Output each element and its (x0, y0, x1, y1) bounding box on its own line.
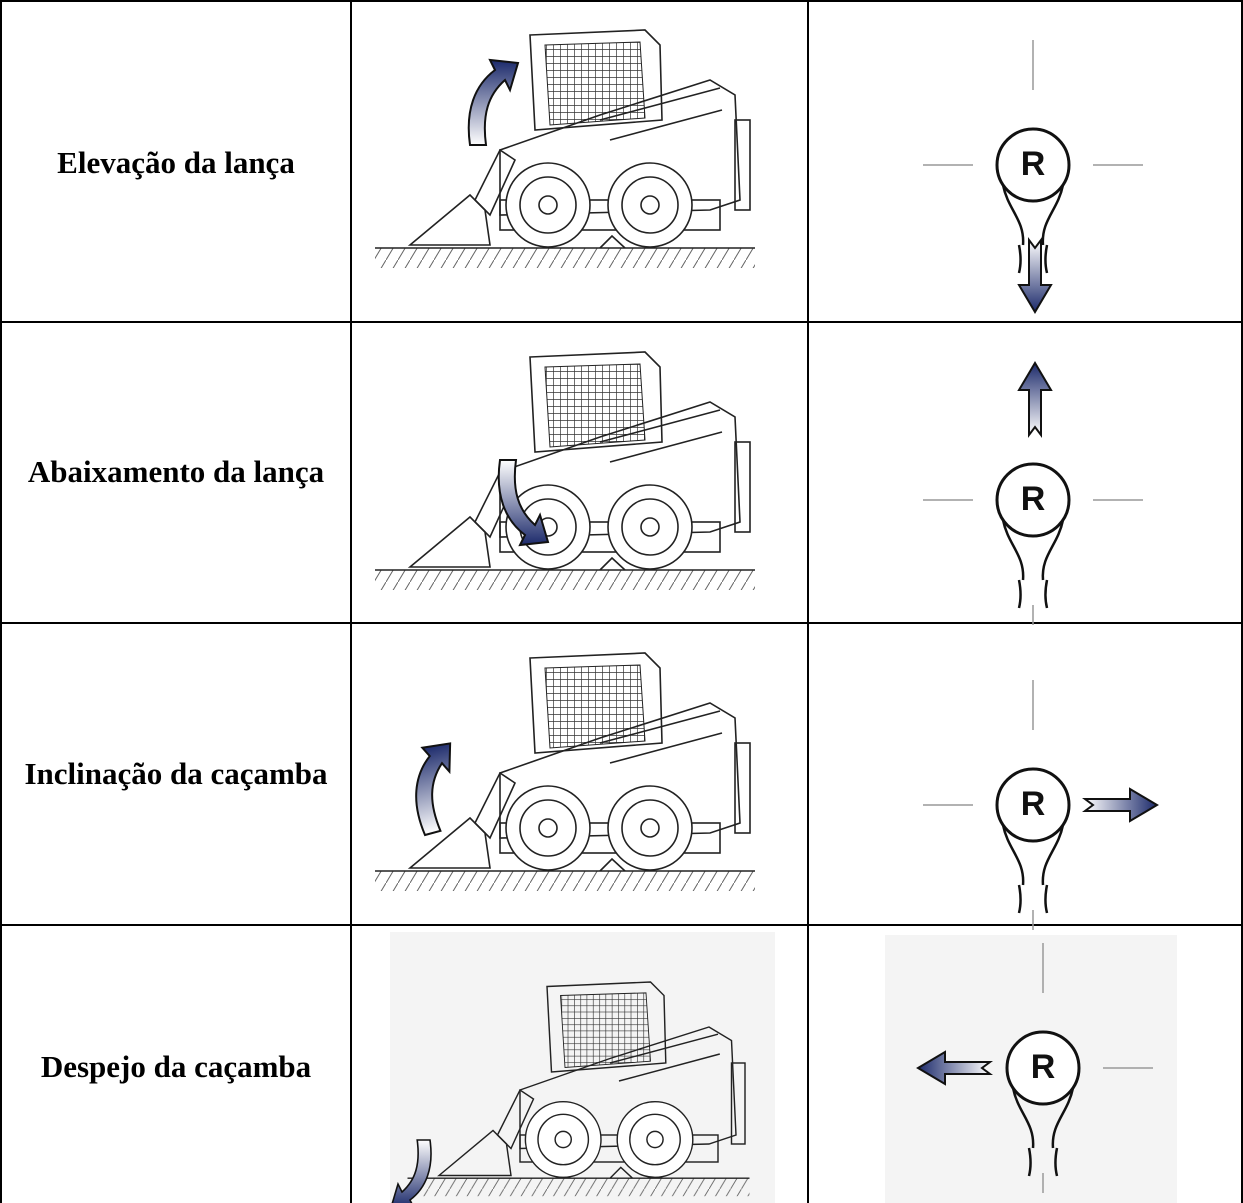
row-label: Inclinação da caçamba (24, 756, 328, 791)
row-label: Despejo da caçamba (41, 1049, 312, 1084)
joystick-label: R (1021, 785, 1046, 823)
joystick-label: R (1021, 480, 1046, 518)
joystick-label: R (1031, 1048, 1056, 1086)
row-label: Elevação da lança (57, 145, 295, 180)
row-label: Abaixamento da lança (28, 454, 325, 489)
joystick-label: R (1021, 145, 1046, 183)
